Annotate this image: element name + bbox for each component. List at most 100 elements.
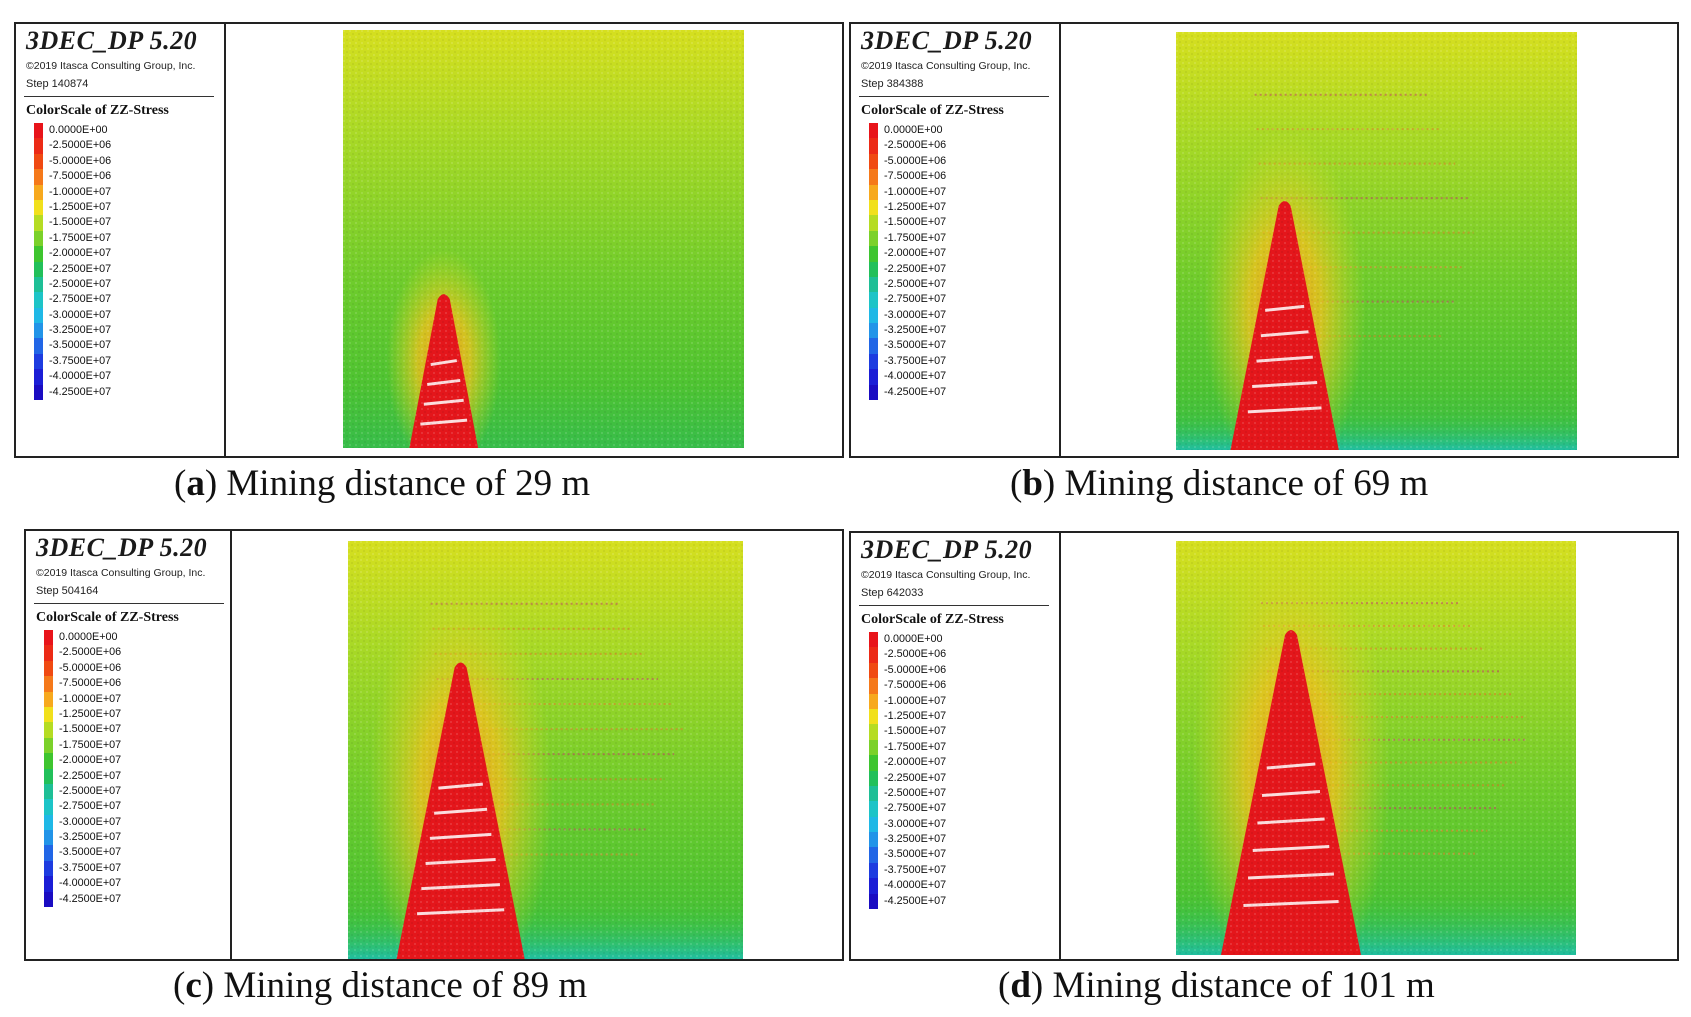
- colorscale-entry: -4.0000E+07: [34, 369, 111, 385]
- colorscale-entry: -2.5000E+06: [869, 138, 947, 154]
- colorscale-label: -3.7500E+07: [884, 863, 947, 876]
- colorscale-label: -1.7500E+07: [59, 738, 122, 751]
- colorscale-entry: -4.2500E+07: [869, 893, 947, 910]
- colorscale-label: -1.2500E+07: [49, 200, 112, 213]
- colorscale-entry: -3.5000E+07: [869, 847, 946, 863]
- colorscale-label: 0.0000E+00: [884, 124, 943, 136]
- colorscale-entry: 0.0000E+00: [869, 123, 946, 139]
- legend-panel-a: 3DEC_DP 5.20 ©2019 Itasca Consulting Gro…: [16, 24, 226, 456]
- colorscale-entry: -1.0000E+07: [34, 184, 111, 200]
- colorscale-swatch: [869, 801, 878, 817]
- panel-b: 3DEC_DP 5.20 ©2019 Itasca Consulting Gro…: [849, 22, 1679, 458]
- colorscale-swatch: [869, 862, 878, 879]
- colorscale-entry: -2.5000E+07: [869, 276, 946, 293]
- colorscale-entry: -4.2500E+07: [34, 384, 111, 401]
- colorscale-entry: -7.5000E+06: [869, 678, 946, 694]
- colorscale-entry: -1.2500E+07: [44, 706, 121, 723]
- colorscale-entry: -3.0000E+07: [44, 814, 122, 831]
- colorscale-label: -2.0000E+07: [59, 754, 122, 767]
- mesh-texture: [1176, 541, 1576, 955]
- colorscale-label: -2.5000E+06: [884, 139, 947, 152]
- colorscale-entry: -1.5000E+07: [869, 215, 946, 231]
- colorscale-swatch: [869, 785, 878, 802]
- colorscale-swatch: [44, 706, 53, 723]
- colorscale-swatch: [44, 660, 53, 677]
- colorscale-swatch: [869, 292, 878, 308]
- colorscale-entry: -2.0000E+07: [34, 246, 112, 262]
- colorscale-entry: -5.0000E+06: [869, 153, 946, 170]
- caption-text: Mining distance of 69 m: [1064, 463, 1429, 504]
- colorscale-title: ColorScale of ZZ-Stress: [861, 103, 1004, 118]
- colorscale-label: -4.0000E+07: [884, 370, 947, 383]
- colorscale-entry: -2.2500E+07: [34, 261, 111, 277]
- caption-a: (a) Mining distance of 29 m: [174, 463, 591, 504]
- colorscale-swatch: [869, 369, 878, 385]
- colorscale-label: -4.2500E+07: [59, 892, 122, 905]
- colorscale-entry: -1.5000E+07: [34, 215, 111, 231]
- colorscale-swatch: [34, 169, 43, 185]
- colorscale-entry: -2.2500E+07: [44, 768, 122, 784]
- colorscale-swatch: [34, 369, 43, 385]
- colorscale-label: -3.5000E+07: [49, 339, 112, 352]
- colorscale-swatch: [869, 169, 878, 185]
- colorscale-label: -2.5000E+06: [59, 646, 122, 659]
- colorscale-swatch: [44, 630, 53, 646]
- colorscale-label: -2.2500E+07: [59, 769, 122, 782]
- mesh-texture: [348, 541, 743, 959]
- colorscale-label: -2.7500E+07: [49, 293, 112, 306]
- colorscale-swatch: [34, 307, 43, 324]
- caption-text: Mining distance of 89 m: [223, 965, 588, 1006]
- colorscale-entry: -1.7500E+07: [44, 737, 122, 754]
- colorscale-label: -3.2500E+07: [884, 324, 947, 337]
- stress-plot-b: [1061, 24, 1677, 456]
- colorscale-title: ColorScale of ZZ-Stress: [36, 610, 179, 625]
- colorscale-entry: -3.5000E+07: [869, 338, 946, 354]
- software-title: 3DEC_DP 5.20: [861, 26, 1033, 55]
- colorscale-label: -4.2500E+07: [884, 894, 947, 907]
- colorscale-swatch: [44, 691, 53, 707]
- step-label: Step 642033: [861, 587, 924, 599]
- colorscale-swatch: [869, 338, 878, 354]
- colorscale-entry: -1.0000E+07: [44, 691, 122, 707]
- colorscale-label: -3.0000E+07: [49, 308, 112, 321]
- colorscale-label: -1.0000E+07: [59, 692, 122, 705]
- colorscale-swatch: [869, 755, 878, 771]
- colorscale-swatch: [34, 215, 43, 231]
- colorscale-entry: -5.0000E+06: [34, 153, 111, 170]
- colorscale-label: -2.7500E+07: [884, 293, 947, 306]
- copyright-text: ©2019 Itasca Consulting Group, Inc.: [861, 60, 1031, 72]
- legend-divider: [24, 96, 214, 97]
- colorscale-entry: -3.7500E+07: [869, 353, 946, 370]
- colorscale-entry: -7.5000E+06: [34, 169, 111, 185]
- colorscale-entry: -2.5000E+06: [44, 645, 122, 661]
- colorscale-label: -1.5000E+07: [884, 725, 947, 738]
- caption-letter: c: [185, 965, 202, 1006]
- colorscale-entry: -2.5000E+06: [869, 647, 946, 663]
- colorscale-entry: -1.5000E+07: [869, 724, 947, 740]
- colorscale-title: ColorScale of ZZ-Stress: [861, 612, 1004, 627]
- colorscale-swatch: [869, 138, 878, 154]
- software-title: 3DEC_DP 5.20: [861, 535, 1033, 564]
- colorscale-entry: -2.7500E+07: [869, 292, 947, 308]
- colorscale-label: -3.0000E+07: [59, 815, 122, 828]
- colorscale-entry: -3.2500E+07: [869, 323, 947, 339]
- legend-divider: [859, 605, 1049, 606]
- legend-divider: [34, 603, 224, 604]
- colorscale-swatch: [34, 246, 43, 262]
- colorscale-swatch: [34, 353, 43, 370]
- colorscale-swatch: [44, 753, 53, 769]
- colorscale-entry: -3.2500E+07: [869, 832, 946, 848]
- colorscale-entry: -1.7500E+07: [869, 739, 946, 756]
- colorscale-label: -2.0000E+07: [49, 247, 112, 260]
- colorscale-entry: -2.5000E+06: [34, 138, 111, 154]
- colorscale-swatch: [869, 307, 878, 324]
- colorscale-entry: -3.0000E+07: [869, 307, 946, 324]
- step-label: Step 504164: [36, 585, 99, 597]
- colorscale-list: 0.0000E+00 -2.5000E+06 -5.0000E+06 -7.5000E…: [869, 632, 947, 910]
- stress-contour-c: [348, 541, 743, 959]
- colorscale-swatch: [34, 230, 43, 247]
- stress-plot-a: [226, 24, 842, 456]
- colorscale-label: -2.7500E+07: [884, 802, 947, 815]
- colorscale-label: -4.0000E+07: [59, 877, 122, 890]
